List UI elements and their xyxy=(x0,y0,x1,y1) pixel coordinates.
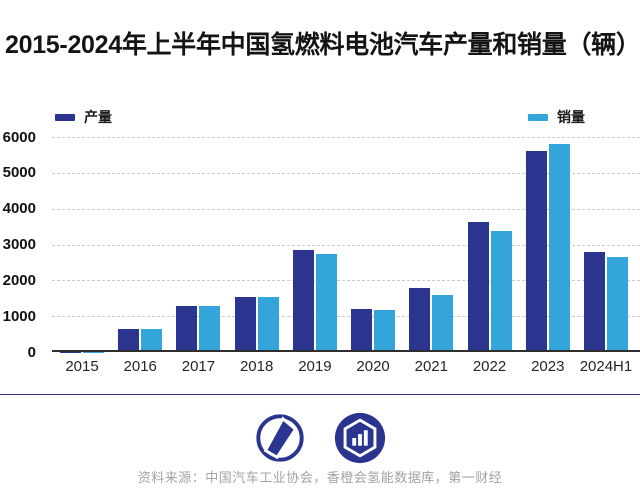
gridline-5000 xyxy=(52,172,640,174)
x-axis-label-2022: 2022 xyxy=(472,358,507,375)
y-axis-label-3000: 3000 xyxy=(2,236,36,253)
x-axis-label-2017: 2017 xyxy=(181,358,216,375)
gridline-1000 xyxy=(52,316,640,318)
footer-logos xyxy=(0,410,640,466)
y-axis-label-5000: 5000 xyxy=(2,164,36,182)
sales-bar-2018 xyxy=(257,297,279,352)
x-axis-label-2021: 2021 xyxy=(414,358,448,375)
x-axis-label-2024H1: 2024H1 xyxy=(579,358,633,375)
sales-bar-2019 xyxy=(315,253,337,352)
x-axis-label-2015: 2015 xyxy=(65,358,99,375)
production-bar-2017 xyxy=(176,306,198,352)
x-axis-line xyxy=(52,350,640,352)
sales-bar-2017 xyxy=(199,306,221,352)
production-bar-2016 xyxy=(118,329,140,352)
production-bar-2021 xyxy=(409,288,431,352)
gridline-3000 xyxy=(52,244,640,246)
legend-item-production: 产量 xyxy=(55,106,112,127)
y-axis-label-0: 0 xyxy=(27,343,36,361)
x-axis-label-2020: 2020 xyxy=(356,358,390,375)
sales-bar-2024H1 xyxy=(606,257,628,352)
production-legend-swatch-icon xyxy=(55,113,75,121)
x-axis-label-2023: 2023 xyxy=(531,358,565,375)
legend-item-sales: 销量 xyxy=(528,106,585,127)
production-bar-2023 xyxy=(525,151,547,352)
gridline-2000 xyxy=(52,280,640,282)
production-bar-2019 xyxy=(292,250,314,352)
production-legend-label: 产量 xyxy=(84,108,112,125)
yicai-compass-logo-icon xyxy=(256,414,304,462)
gridline-6000 xyxy=(52,137,640,138)
y-axis-label-4000: 4000 xyxy=(2,200,36,218)
sales-bar-2021 xyxy=(432,295,454,352)
sales-legend-label: 销量 xyxy=(557,108,585,125)
production-bar-2022 xyxy=(467,222,489,352)
chart-title: 2015-2024年上半年中国氢燃料电池汽车产量和销量（辆） xyxy=(5,31,640,59)
x-axis-label-2016: 2016 xyxy=(123,358,157,375)
hexagon-barchart-logo-icon xyxy=(334,412,386,464)
source-text: 资料来源：中国汽车工业协会，香橙会氢能数据库，第一财经 xyxy=(137,470,503,485)
production-bar-2020 xyxy=(351,309,373,352)
production-bar-2024H1 xyxy=(583,252,605,352)
divider-line xyxy=(0,394,640,395)
y-axis-label-2000: 2000 xyxy=(2,271,36,289)
production-bar-2018 xyxy=(234,297,256,352)
y-axis-label-1000: 1000 xyxy=(2,307,36,325)
y-axis-label-6000: 6000 xyxy=(2,128,36,146)
sales-legend-swatch-icon xyxy=(528,113,548,121)
sales-bar-2020 xyxy=(374,309,396,352)
sales-bar-2016 xyxy=(141,329,163,352)
gridline-4000 xyxy=(52,208,640,210)
x-axis-label-2018: 2018 xyxy=(239,358,274,375)
x-axis-label-2019: 2019 xyxy=(298,358,332,375)
sales-bar-2023 xyxy=(548,143,570,352)
sales-bar-2022 xyxy=(490,231,512,352)
